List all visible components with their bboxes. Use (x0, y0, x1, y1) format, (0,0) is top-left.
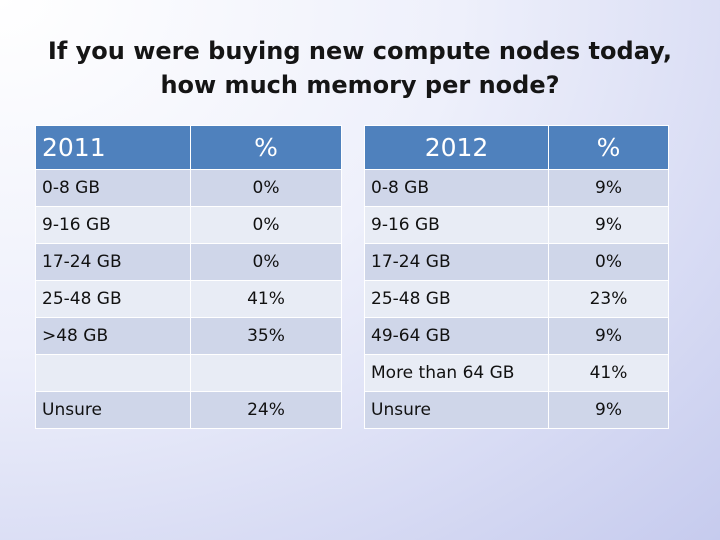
table-row: Unsure 24% (35, 391, 342, 429)
header-year: 2011 (35, 125, 191, 170)
slide-title-line-2: how much memory per node? (160, 71, 560, 99)
row-label: More than 64 GB (364, 354, 549, 392)
row-value: 9% (548, 206, 669, 244)
table-header-row: 2012 % (364, 125, 669, 170)
table-row: 9-16 GB 9% (364, 206, 669, 244)
header-percent: % (190, 125, 342, 170)
table-row: 49-64 GB 9% (364, 317, 669, 355)
table-row: 0-8 GB 9% (364, 169, 669, 207)
row-label: 49-64 GB (364, 317, 549, 355)
row-value: 0% (190, 243, 342, 281)
row-value: 0% (548, 243, 669, 281)
row-label: 9-16 GB (364, 206, 549, 244)
table-row: 0-8 GB 0% (35, 169, 342, 207)
row-value: 0% (190, 206, 342, 244)
row-label: Unsure (35, 391, 191, 429)
header-percent: % (548, 125, 669, 170)
row-value: 9% (548, 169, 669, 207)
table-row: 9-16 GB 0% (35, 206, 342, 244)
table-row: Unsure 9% (364, 391, 669, 429)
row-label: 0-8 GB (364, 169, 549, 207)
row-value: 0% (190, 169, 342, 207)
row-value: 9% (548, 391, 669, 429)
row-label: Unsure (364, 391, 549, 429)
slide-title-line-1: If you were buying new compute nodes tod… (47, 37, 673, 65)
table-row: >48 GB 35% (35, 317, 342, 355)
table-2011: 2011 % 0-8 GB 0% 9-16 GB 0% 17-24 GB 0% … (35, 125, 342, 429)
row-value: 41% (548, 354, 669, 392)
table-row: More than 64 GB 41% (364, 354, 669, 392)
row-label (35, 354, 191, 392)
table-row-empty (35, 354, 342, 392)
row-label: >48 GB (35, 317, 191, 355)
table-2012: 2012 % 0-8 GB 9% 9-16 GB 9% 17-24 GB 0% … (364, 125, 669, 429)
row-value (190, 354, 342, 392)
row-value: 24% (190, 391, 342, 429)
table-row: 25-48 GB 23% (364, 280, 669, 318)
row-label: 17-24 GB (35, 243, 191, 281)
row-value: 9% (548, 317, 669, 355)
row-label: 0-8 GB (35, 169, 191, 207)
row-value: 35% (190, 317, 342, 355)
row-value: 41% (190, 280, 342, 318)
row-label: 25-48 GB (35, 280, 191, 318)
table-row: 17-24 GB 0% (35, 243, 342, 281)
slide-title: If you were buying new compute nodes tod… (20, 34, 700, 102)
row-label: 25-48 GB (364, 280, 549, 318)
row-label: 17-24 GB (364, 243, 549, 281)
header-year: 2012 (364, 125, 549, 170)
table-row: 25-48 GB 41% (35, 280, 342, 318)
row-value: 23% (548, 280, 669, 318)
table-header-row: 2011 % (35, 125, 342, 170)
table-row: 17-24 GB 0% (364, 243, 669, 281)
row-label: 9-16 GB (35, 206, 191, 244)
